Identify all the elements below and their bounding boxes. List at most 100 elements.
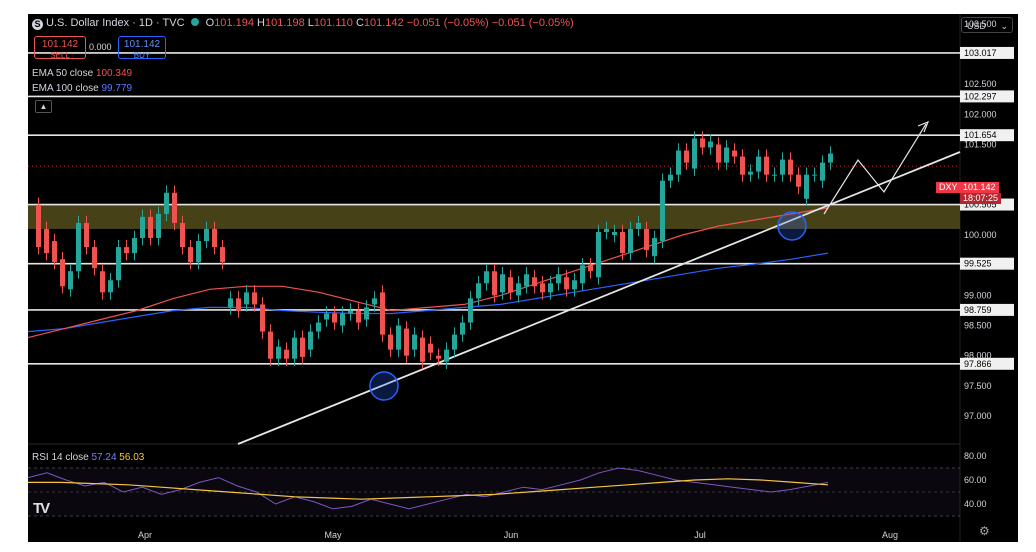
candle[interactable] <box>84 222 89 248</box>
candle[interactable] <box>516 283 521 296</box>
ema50-legend[interactable]: EMA 50 close 100.349 <box>32 68 132 79</box>
candle[interactable] <box>412 334 417 350</box>
candle[interactable] <box>716 144 721 163</box>
candle[interactable] <box>228 298 233 308</box>
candle[interactable] <box>364 307 369 320</box>
candle[interactable] <box>636 222 641 229</box>
candle[interactable] <box>732 150 737 157</box>
ema100-legend[interactable]: EMA 100 close 99.779 <box>32 83 132 94</box>
candle[interactable] <box>740 156 745 175</box>
candle[interactable] <box>772 174 777 176</box>
candle[interactable] <box>564 277 569 290</box>
candle[interactable] <box>764 156 769 175</box>
candle[interactable] <box>460 322 465 335</box>
candle[interactable] <box>684 150 689 163</box>
candle[interactable] <box>708 141 713 148</box>
candle[interactable] <box>420 337 425 362</box>
candle[interactable] <box>652 238 657 257</box>
candle[interactable] <box>236 298 241 311</box>
candle[interactable] <box>796 174 801 187</box>
candle[interactable] <box>268 331 273 359</box>
candle[interactable] <box>244 292 249 305</box>
chevron-up-icon[interactable]: ▲ <box>35 100 52 113</box>
candle[interactable] <box>580 265 585 284</box>
symbol-title[interactable]: U.S. Dollar Index · 1D · TVC <box>46 17 185 29</box>
candle[interactable] <box>116 247 121 281</box>
sell-button[interactable]: 101.142 SELL <box>34 36 86 60</box>
candle[interactable] <box>140 216 145 239</box>
candle[interactable] <box>92 247 97 269</box>
candle[interactable] <box>252 292 257 305</box>
candle[interactable] <box>588 265 593 272</box>
candle[interactable] <box>756 156 761 172</box>
candle[interactable] <box>820 162 825 181</box>
candle[interactable] <box>124 247 129 254</box>
candle[interactable] <box>748 171 753 175</box>
candle[interactable] <box>172 192 177 223</box>
candle[interactable] <box>492 271 497 296</box>
candle[interactable] <box>644 228 649 251</box>
candle[interactable] <box>428 343 433 353</box>
candle[interactable] <box>324 313 329 320</box>
candle[interactable] <box>548 283 553 293</box>
candle[interactable] <box>444 349 449 362</box>
candle[interactable] <box>220 247 225 263</box>
candle[interactable] <box>692 138 697 169</box>
candle[interactable] <box>396 325 401 350</box>
candle[interactable] <box>100 271 105 293</box>
candle[interactable] <box>380 292 385 335</box>
candle[interactable] <box>628 228 633 254</box>
candle[interactable] <box>60 259 65 287</box>
gear-icon[interactable]: ⚙ <box>979 524 990 538</box>
currency-select[interactable]: USD ⌄ <box>961 17 1013 33</box>
candle[interactable] <box>532 277 537 287</box>
candle[interactable] <box>484 271 489 284</box>
candle[interactable] <box>180 222 185 248</box>
candle[interactable] <box>700 138 705 148</box>
candle[interactable] <box>76 222 81 272</box>
trendline[interactable] <box>237 151 961 445</box>
candle[interactable] <box>188 247 193 263</box>
candle[interactable] <box>524 274 529 287</box>
candle[interactable] <box>788 159 793 175</box>
candle[interactable] <box>404 328 409 356</box>
candle[interactable] <box>164 192 169 214</box>
candle[interactable] <box>500 274 505 293</box>
candle[interactable] <box>316 322 321 332</box>
candle[interactable] <box>676 150 681 175</box>
candle[interactable] <box>196 241 201 263</box>
candle[interactable] <box>604 228 609 232</box>
candle[interactable] <box>300 337 305 357</box>
candle[interactable] <box>540 283 545 293</box>
candle[interactable] <box>828 153 833 163</box>
candle[interactable] <box>292 337 297 359</box>
candle[interactable] <box>804 174 809 199</box>
price-chart[interactable]: 103.500 102.500 102.000 101.500 100.000 99.00… <box>28 14 1018 542</box>
candle[interactable] <box>724 147 729 163</box>
candle[interactable] <box>276 346 281 359</box>
candle[interactable] <box>348 310 353 314</box>
candle[interactable] <box>452 334 457 350</box>
candle[interactable] <box>204 228 209 242</box>
candle[interactable] <box>44 228 49 254</box>
candle[interactable] <box>660 180 665 242</box>
candle[interactable] <box>156 213 161 239</box>
candle[interactable] <box>148 216 153 239</box>
candle[interactable] <box>340 313 345 326</box>
candle[interactable] <box>508 277 513 293</box>
candle[interactable] <box>332 313 337 323</box>
candle[interactable] <box>780 159 785 175</box>
rsi-legend[interactable]: RSI 14 close 57.24 56.03 <box>32 452 144 463</box>
candle[interactable] <box>372 298 377 305</box>
candle[interactable] <box>308 331 313 350</box>
projection-path[interactable] <box>823 123 927 215</box>
candle[interactable] <box>812 174 817 176</box>
candle[interactable] <box>572 280 577 290</box>
candle[interactable] <box>284 349 289 359</box>
candle[interactable] <box>52 241 57 263</box>
candle[interactable] <box>68 271 73 290</box>
candle[interactable] <box>596 231 601 278</box>
candle[interactable] <box>612 231 617 236</box>
candle[interactable] <box>108 280 113 293</box>
candle[interactable] <box>132 238 137 254</box>
